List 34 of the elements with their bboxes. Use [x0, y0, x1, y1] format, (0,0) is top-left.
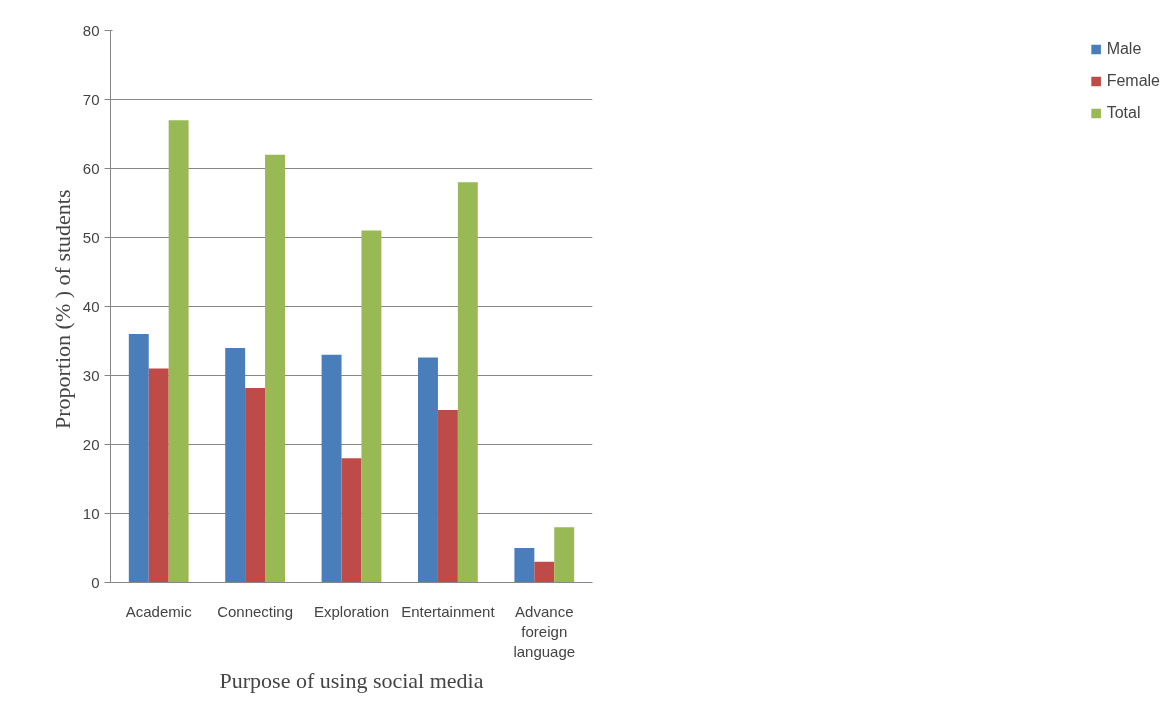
bar [128, 334, 149, 583]
bar [341, 458, 362, 583]
bar [321, 354, 342, 583]
y-tick-label: 50 [82, 228, 100, 246]
y-tick-label: 60 [82, 159, 100, 177]
bar [361, 230, 382, 583]
bar [554, 527, 575, 583]
y-tick-label: 20 [82, 435, 100, 453]
y-tick-label: 10 [82, 504, 100, 522]
bar [534, 561, 555, 583]
y-tick-label: 0 [91, 573, 100, 591]
x-axis-title: Purpose of using social media [219, 668, 484, 694]
bar [457, 182, 478, 583]
x-tick-label: Exploration [313, 602, 390, 620]
bar [437, 410, 458, 583]
y-tick-label: 40 [82, 297, 100, 315]
bar [265, 154, 285, 583]
y-tick-label: 80 [82, 21, 100, 39]
x-tick-label: Advance foreign language [513, 602, 576, 661]
bar [418, 357, 438, 583]
legend-label: Female [1106, 72, 1160, 90]
bar [148, 368, 169, 583]
y-tick-label: 70 [82, 90, 100, 108]
x-tick-label: Connecting [217, 602, 294, 620]
bar [168, 120, 189, 583]
y-tick-label: 30 [82, 366, 100, 384]
x-tick-label: Entertainment [401, 602, 496, 620]
bar [514, 548, 535, 583]
bar [225, 347, 246, 583]
x-tick-label: Academic [125, 602, 193, 620]
legend-label: Total [1106, 104, 1141, 122]
legend-label: Male [1106, 40, 1142, 58]
y-axis-title: Proportion (% ) of students [49, 189, 75, 430]
bar [245, 387, 266, 583]
